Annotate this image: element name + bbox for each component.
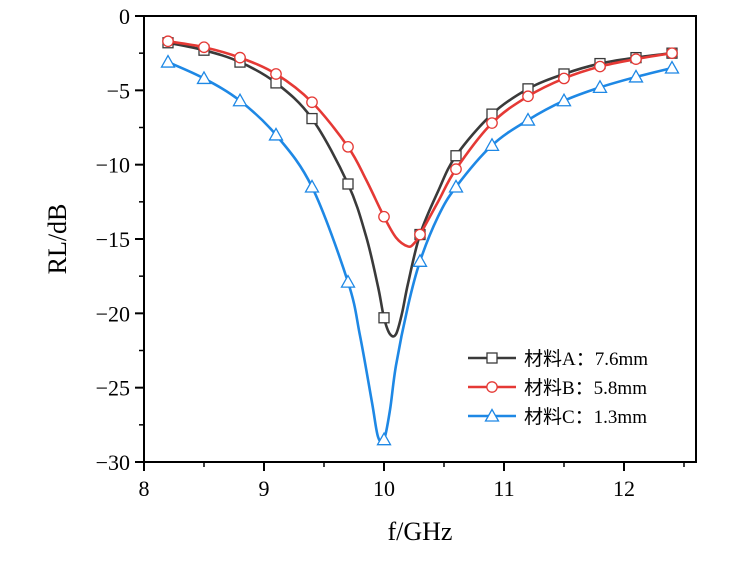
x-tick-label: 8 (139, 476, 150, 501)
data-point-marker (342, 178, 354, 190)
data-point-marker (556, 92, 572, 107)
data-point-marker (664, 60, 680, 74)
legend: 材料A：7.6mm 材料B：5.8mm 材料C：1.3mm (468, 348, 648, 428)
series-line (166, 41, 674, 338)
data-point-marker (162, 35, 174, 48)
legend-item: 材料B：5.8mm (468, 377, 647, 399)
data-point-marker (412, 253, 428, 267)
data-point-marker (486, 117, 498, 129)
data-point-marker (450, 150, 462, 162)
data-point-marker (342, 140, 354, 153)
data-point-marker (592, 79, 608, 94)
y-tick-label: −15 (96, 227, 130, 252)
x-tick-label: 9 (259, 476, 270, 501)
y-tick-label: −25 (96, 376, 130, 401)
x-axis-title: f/GHz (388, 517, 453, 546)
x-tick-label: 10 (373, 476, 395, 501)
data-point-marker (234, 51, 246, 64)
legend-label: 材料A：7.6mm (524, 348, 648, 370)
data-point-marker (450, 163, 462, 175)
data-point-marker (160, 54, 176, 68)
legend-marker (486, 381, 498, 393)
legend-marker (484, 408, 500, 422)
data-point-marker (304, 179, 320, 193)
data-point-marker (270, 68, 282, 80)
y-tick-label: −5 (107, 78, 130, 103)
data-point-marker (340, 274, 356, 288)
y-tick-label: −30 (96, 450, 130, 475)
data-point-marker (376, 431, 392, 446)
data-point-marker (666, 47, 678, 60)
y-tick-label: −20 (96, 301, 130, 326)
legend-marker (486, 352, 498, 364)
series-triangle (160, 54, 680, 446)
series-circle (162, 35, 678, 248)
data-point-marker (558, 72, 570, 85)
legend-item: 材料A：7.6mm (468, 348, 648, 370)
data-point-marker (306, 112, 318, 125)
series-line (166, 60, 674, 444)
legend-item: 材料C：1.3mm (468, 406, 647, 428)
x-axis-ticks: 8 9 10 11 12 (139, 462, 685, 501)
legend-label: 材料B：5.8mm (524, 377, 647, 399)
series-line (166, 39, 674, 248)
data-point-marker (520, 112, 536, 126)
data-point-marker (414, 228, 426, 241)
y-tick-label: −10 (96, 153, 130, 178)
data-point-marker (522, 90, 534, 103)
data-point-marker (630, 53, 642, 65)
data-point-marker (378, 312, 390, 324)
x-tick-label: 11 (493, 476, 514, 501)
y-axis-title: RL/dB (43, 204, 72, 275)
x-tick-label: 12 (613, 476, 635, 501)
data-point-marker (232, 92, 248, 107)
y-axis-ticks: 0 −5 −10 −15 −20 −25 −30 (96, 4, 144, 475)
series-layer (160, 35, 680, 446)
data-point-marker (628, 69, 644, 83)
legend-label: 材料C：1.3mm (524, 406, 647, 428)
data-point-marker (198, 41, 210, 54)
data-point-marker (196, 70, 212, 85)
data-point-marker (378, 210, 390, 223)
data-point-marker (268, 127, 284, 141)
data-point-marker (306, 96, 318, 109)
y-tick-label: 0 (119, 4, 130, 29)
data-point-marker (448, 179, 464, 193)
data-point-marker (484, 137, 500, 151)
data-point-marker (594, 60, 606, 73)
